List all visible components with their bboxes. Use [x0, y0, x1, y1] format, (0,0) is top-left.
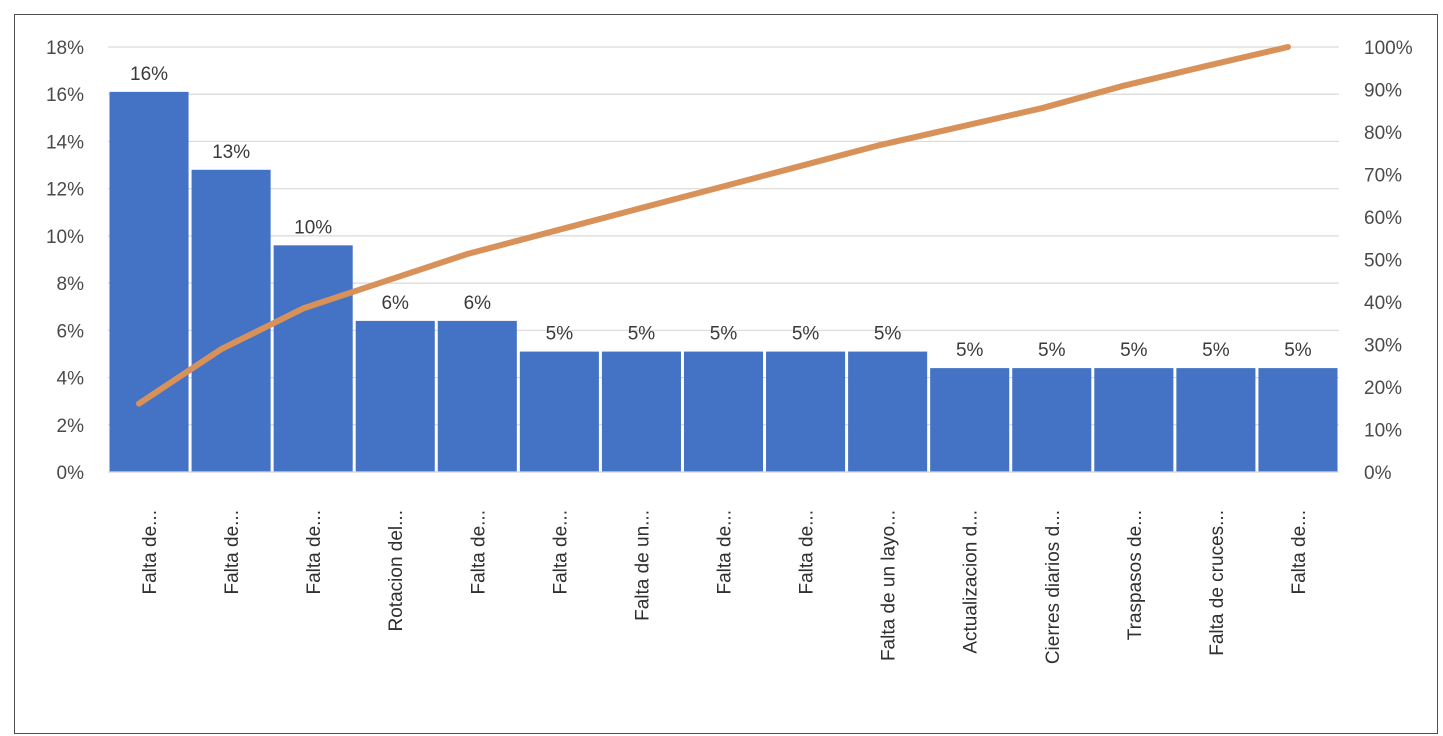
- y-left-tick-label: 16%: [46, 85, 84, 106]
- data-label: 13%: [212, 142, 250, 163]
- bar: [766, 351, 846, 472]
- y-right-tick-label: 100%: [1364, 38, 1413, 59]
- y-right-tick-label: 60%: [1364, 208, 1402, 229]
- y-left-tick-label: 4%: [57, 369, 85, 390]
- data-label: 5%: [874, 324, 902, 345]
- bar: [1176, 368, 1256, 472]
- category-label: Falta de...: [550, 510, 571, 595]
- data-label: 5%: [1120, 340, 1148, 361]
- y-right-tick-label: 0%: [1364, 463, 1392, 484]
- data-label: 5%: [628, 324, 656, 345]
- data-label: 5%: [1202, 340, 1230, 361]
- y-right-tick-label: 90%: [1364, 81, 1402, 102]
- bar: [1012, 368, 1092, 472]
- bar: [519, 351, 599, 472]
- category-label: Falta de...: [715, 510, 736, 595]
- category-label: Traspasos de...: [1125, 510, 1146, 640]
- data-label: 5%: [546, 324, 574, 345]
- y-right-tick-label: 40%: [1364, 293, 1402, 314]
- y-left-tick-label: 10%: [46, 227, 84, 248]
- category-label: Cierres diarios d...: [1043, 510, 1064, 664]
- data-label: 6%: [381, 293, 409, 314]
- bar: [355, 320, 435, 472]
- category-label: Falta de...: [1289, 510, 1310, 595]
- bar: [273, 245, 353, 472]
- data-label: 16%: [130, 64, 168, 85]
- category-label: Falta de cruces...: [1207, 510, 1228, 656]
- y-left-tick-label: 6%: [57, 321, 85, 342]
- y-left-tick-label: 14%: [46, 132, 84, 153]
- category-label: Falta de...: [140, 510, 161, 595]
- category-label: Falta de...: [222, 510, 243, 595]
- y-left-tick-label: 8%: [57, 274, 85, 295]
- data-label: 5%: [1284, 340, 1312, 361]
- y-right-tick-label: 10%: [1364, 421, 1402, 442]
- y-right-tick-label: 50%: [1364, 251, 1402, 272]
- data-label: 5%: [710, 324, 738, 345]
- bar: [191, 169, 271, 472]
- category-label: Falta de un layo...: [879, 510, 900, 661]
- category-label: Falta de...: [468, 510, 489, 595]
- data-label: 5%: [956, 340, 984, 361]
- data-label: 10%: [294, 217, 332, 238]
- bar: [848, 351, 928, 472]
- bar: [109, 91, 189, 472]
- category-label: Actualizacion d...: [961, 510, 982, 654]
- y-left-tick-label: 18%: [46, 38, 84, 59]
- bar: [437, 320, 517, 472]
- bar: [683, 351, 764, 472]
- bar: [601, 351, 681, 472]
- category-label: Falta de...: [304, 510, 325, 595]
- data-label: 6%: [464, 293, 492, 314]
- y-right-tick-label: 20%: [1364, 378, 1402, 399]
- y-right-tick-label: 70%: [1364, 166, 1402, 187]
- y-left-tick-label: 12%: [46, 180, 84, 201]
- data-label: 5%: [1038, 340, 1066, 361]
- y-left-tick-label: 0%: [57, 463, 85, 484]
- bar: [1094, 368, 1174, 472]
- category-label: Falta de un...: [632, 510, 653, 621]
- y-right-tick-label: 80%: [1364, 123, 1402, 144]
- category-label: Rotacion del...: [386, 510, 407, 631]
- category-label: Falta de...: [797, 510, 818, 595]
- data-label: 5%: [792, 324, 820, 345]
- y-right-tick-label: 30%: [1364, 336, 1402, 357]
- y-left-tick-label: 2%: [57, 416, 85, 437]
- bar: [1258, 368, 1338, 472]
- bar: [930, 368, 1010, 472]
